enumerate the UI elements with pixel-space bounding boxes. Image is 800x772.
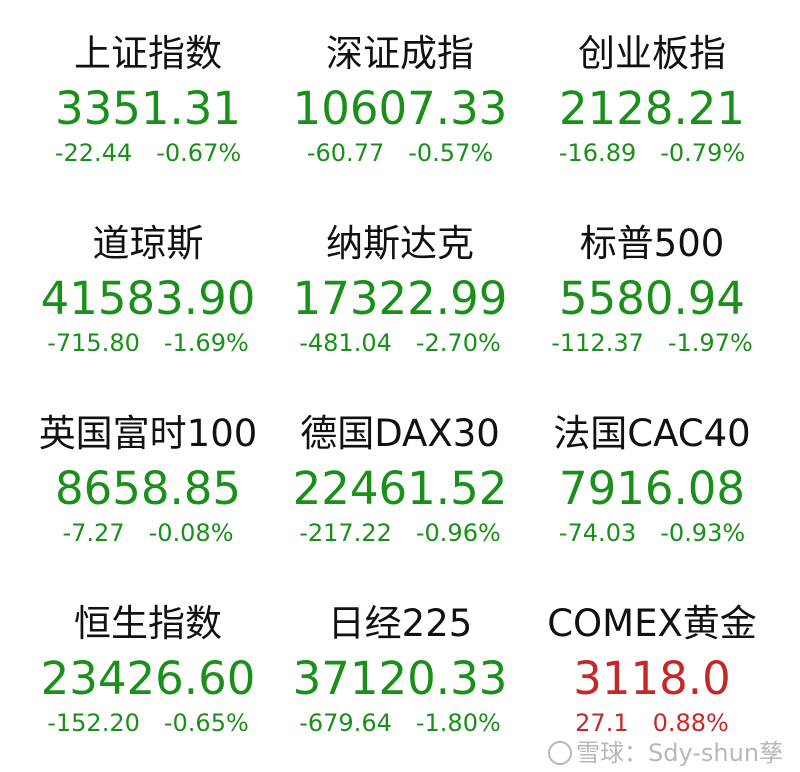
index-percent: -1.69% bbox=[163, 329, 249, 357]
index-name: 创业板指 bbox=[578, 32, 726, 75]
index-tile[interactable]: 纳斯达克 17322.99 -481.04 -2.70% bbox=[265, 222, 535, 358]
index-change: -74.03 bbox=[558, 519, 637, 547]
index-tile[interactable]: 道琼斯 41583.90 -715.80 -1.69% bbox=[13, 222, 283, 358]
index-tile[interactable]: 日经225 37120.33 -679.64 -1.80% bbox=[265, 602, 535, 738]
index-value: 10607.33 bbox=[292, 82, 508, 135]
index-change-row: -74.03 -0.93% bbox=[517, 518, 787, 548]
index-name: 德国DAX30 bbox=[300, 412, 500, 455]
index-tile[interactable]: 德国DAX30 22461.52 -217.22 -0.96% bbox=[265, 412, 535, 548]
index-tile[interactable]: 上证指数 3351.31 -22.44 -0.67% bbox=[13, 32, 283, 168]
index-change: -679.64 bbox=[299, 709, 392, 737]
index-value: 23426.60 bbox=[40, 652, 256, 705]
index-change: -16.89 bbox=[558, 139, 637, 167]
index-change: -715.80 bbox=[47, 329, 140, 357]
index-change: -22.44 bbox=[54, 139, 133, 167]
index-change: -7.27 bbox=[62, 519, 125, 547]
index-change: 27.1 bbox=[575, 709, 629, 737]
index-percent: -2.70% bbox=[415, 329, 501, 357]
index-name: 日经225 bbox=[327, 602, 473, 645]
index-change: -112.37 bbox=[551, 329, 644, 357]
index-percent: -0.93% bbox=[660, 519, 746, 547]
index-value: 3118.0 bbox=[573, 652, 731, 705]
index-name: 英国富时100 bbox=[38, 412, 258, 455]
index-change: -481.04 bbox=[299, 329, 392, 357]
index-tile[interactable]: COMEX黄金 3118.0 27.1 0.88% bbox=[517, 602, 787, 738]
index-percent: -0.08% bbox=[148, 519, 234, 547]
index-name: 道琼斯 bbox=[92, 222, 204, 265]
index-name: 深证成指 bbox=[326, 32, 474, 75]
index-tile[interactable]: 法国CAC40 7916.08 -74.03 -0.93% bbox=[517, 412, 787, 548]
index-tile[interactable]: 标普500 5580.94 -112.37 -1.97% bbox=[517, 222, 787, 358]
index-percent: -1.80% bbox=[415, 709, 501, 737]
index-change-row: -16.89 -0.79% bbox=[517, 138, 787, 168]
index-change-row: 27.1 0.88% bbox=[517, 708, 787, 738]
index-tile[interactable]: 英国富时100 8658.85 -7.27 -0.08% bbox=[13, 412, 283, 548]
index-tile[interactable]: 创业板指 2128.21 -16.89 -0.79% bbox=[517, 32, 787, 168]
index-value: 3351.31 bbox=[54, 82, 242, 135]
index-percent: -0.79% bbox=[660, 139, 746, 167]
index-name: 标普500 bbox=[579, 222, 725, 265]
index-name: COMEX黄金 bbox=[547, 602, 757, 645]
index-value: 41583.90 bbox=[40, 272, 256, 325]
index-name: 恒生指数 bbox=[74, 602, 222, 645]
index-change-row: -22.44 -0.67% bbox=[13, 138, 283, 168]
index-change-row: -60.77 -0.57% bbox=[265, 138, 535, 168]
index-percent: -1.97% bbox=[667, 329, 753, 357]
index-tile[interactable]: 深证成指 10607.33 -60.77 -0.57% bbox=[265, 32, 535, 168]
index-change-row: -679.64 -1.80% bbox=[265, 708, 535, 738]
index-change-row: -112.37 -1.97% bbox=[517, 328, 787, 358]
index-name: 上证指数 bbox=[74, 32, 222, 75]
index-percent: -0.57% bbox=[408, 139, 494, 167]
index-value: 22461.52 bbox=[292, 462, 508, 515]
index-change-row: -715.80 -1.69% bbox=[13, 328, 283, 358]
watermark-text: 雪球：Sdy-shun孳 bbox=[576, 739, 784, 767]
index-percent: 0.88% bbox=[652, 709, 729, 737]
index-percent: -0.96% bbox=[415, 519, 501, 547]
index-change: -152.20 bbox=[47, 709, 140, 737]
snowball-logo-icon bbox=[548, 741, 572, 765]
index-value: 7916.08 bbox=[558, 462, 746, 515]
index-change: -60.77 bbox=[306, 139, 385, 167]
index-percent: -0.65% bbox=[163, 709, 249, 737]
index-change-row: -7.27 -0.08% bbox=[13, 518, 283, 548]
index-change-row: -481.04 -2.70% bbox=[265, 328, 535, 358]
index-percent: -0.67% bbox=[156, 139, 242, 167]
index-value: 37120.33 bbox=[292, 652, 508, 705]
index-change: -217.22 bbox=[299, 519, 392, 547]
index-tile[interactable]: 恒生指数 23426.60 -152.20 -0.65% bbox=[13, 602, 283, 738]
index-value: 17322.99 bbox=[292, 272, 508, 325]
index-value: 8658.85 bbox=[54, 462, 242, 515]
index-value: 5580.94 bbox=[558, 272, 746, 325]
index-name: 纳斯达克 bbox=[326, 222, 474, 265]
index-change-row: -217.22 -0.96% bbox=[265, 518, 535, 548]
index-value: 2128.21 bbox=[558, 82, 746, 135]
watermark: 雪球：Sdy-shun孳 bbox=[548, 733, 783, 768]
index-change-row: -152.20 -0.65% bbox=[13, 708, 283, 738]
index-name: 法国CAC40 bbox=[553, 412, 751, 455]
